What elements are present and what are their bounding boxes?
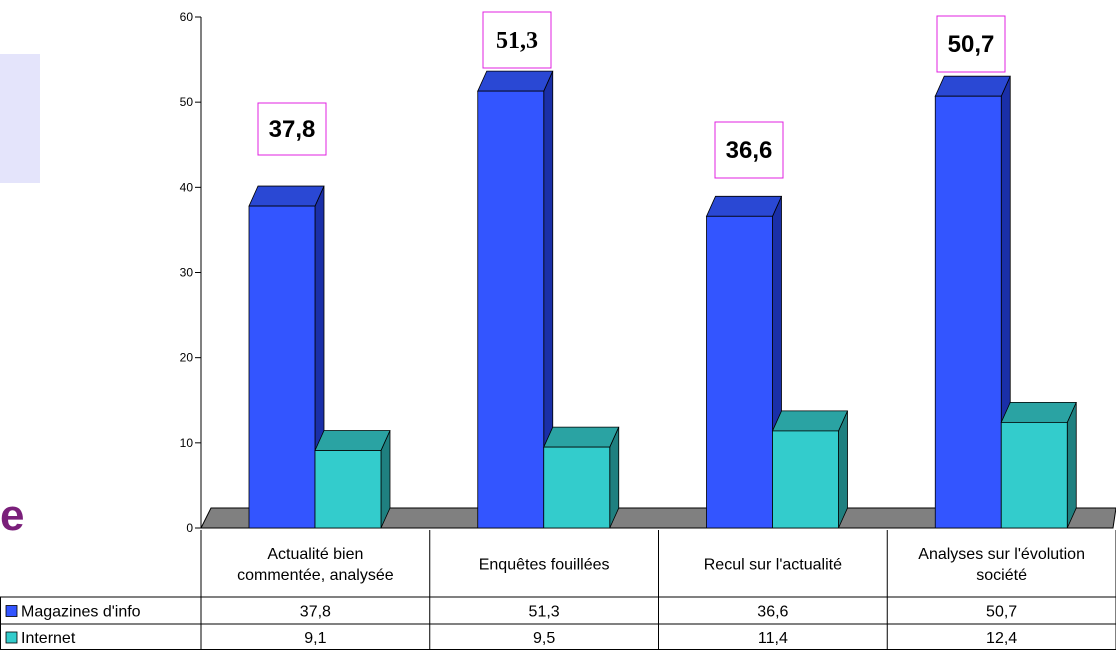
data-label-box <box>482 11 552 69</box>
bar-top <box>771 410 849 432</box>
side-panel <box>0 54 40 183</box>
data-label: 37,8 <box>269 116 316 143</box>
legend-label: Internet <box>21 630 76 647</box>
category-label: Recul sur l'actualité <box>704 557 842 574</box>
bar-magazines <box>477 90 545 529</box>
bar-internet <box>314 450 382 529</box>
bar-internet <box>543 446 611 529</box>
bar-magazines <box>934 95 1002 529</box>
y-tick-label: 0 <box>186 521 193 535</box>
table-value: 50,7 <box>986 604 1017 621</box>
legend-swatch <box>5 605 18 617</box>
table-value: 9,1 <box>304 630 326 647</box>
table-value: 11,4 <box>758 630 788 647</box>
bar-top <box>934 75 1011 97</box>
category-label: Enquêtes fouillées <box>479 557 610 574</box>
legend-label: Magazines d'info <box>21 604 141 621</box>
bar-top <box>543 426 620 448</box>
category-label: commentée, analysée <box>237 567 394 584</box>
data-label-box <box>936 15 1006 73</box>
table-value: 9,5 <box>533 630 555 647</box>
bar-internet <box>1000 421 1068 529</box>
table-value: 37,8 <box>300 604 331 621</box>
side-glyph: e <box>0 491 25 540</box>
y-tick-label: 50 <box>180 95 194 109</box>
data-label: 36,6 <box>726 137 773 164</box>
bar-magazines <box>706 215 773 529</box>
bar-top <box>314 430 391 451</box>
category-label: Actualité bien <box>267 546 363 563</box>
bar-top <box>1000 401 1077 423</box>
y-tick-label: 20 <box>180 351 194 365</box>
bar-top <box>248 185 325 207</box>
bar-internet <box>772 430 839 529</box>
data-label-box <box>257 102 327 156</box>
table-value: 12,4 <box>986 630 1017 647</box>
bar-top <box>705 195 783 217</box>
bar-side <box>1066 402 1077 529</box>
table-value: 36,6 <box>757 604 788 621</box>
legend-swatch <box>5 631 18 644</box>
category-label: société <box>976 567 1027 584</box>
bar-magazines <box>248 205 316 529</box>
y-tick-label: 60 <box>180 10 194 24</box>
y-tick-label: 40 <box>180 180 194 194</box>
data-label: 50,7 <box>948 31 995 58</box>
data-label: 51,3 <box>496 28 538 54</box>
table-value: 51,3 <box>529 604 560 621</box>
bar-top <box>477 70 554 92</box>
y-tick-label: 30 <box>180 266 194 280</box>
y-tick-label: 10 <box>180 436 194 450</box>
data-label-box <box>714 121 784 179</box>
category-label: Analyses sur l'évolution <box>918 546 1085 563</box>
